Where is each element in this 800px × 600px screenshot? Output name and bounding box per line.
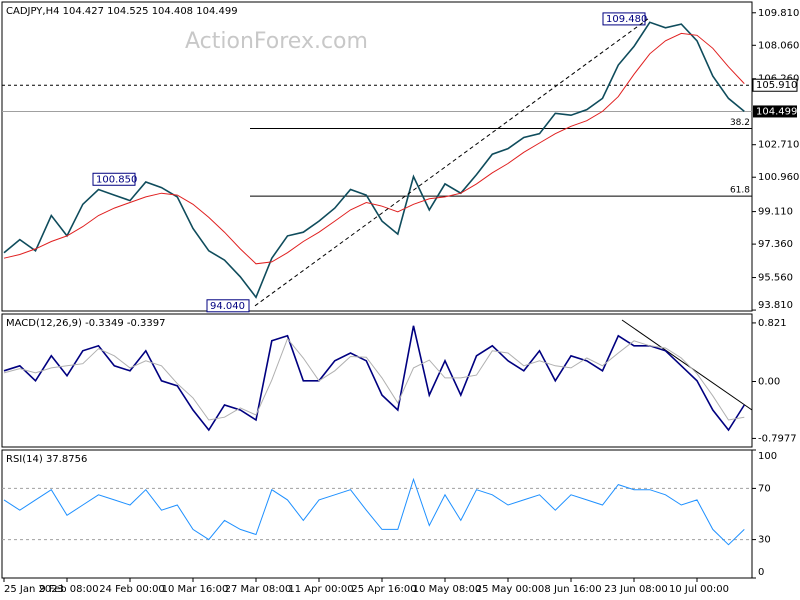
x-tick-label: 10 Jul 00:00 bbox=[669, 584, 729, 595]
series-line bbox=[3, 32, 745, 265]
pane-title: RSI(14) 37.8756 bbox=[6, 454, 87, 465]
macd-pane bbox=[1, 313, 753, 448]
x-tick-label: 27 Mar 08:00 bbox=[225, 584, 292, 595]
pane-title: CADJPY,H4 104.427 104.525 104.408 104.49… bbox=[6, 6, 238, 17]
annotation-box bbox=[92, 172, 136, 186]
x-tick-label: 24 Feb 00:00 bbox=[99, 584, 165, 595]
fib-label: 38.2 bbox=[730, 118, 750, 128]
annotation-label: 94.040 bbox=[210, 301, 245, 312]
rsi-pane bbox=[1, 449, 753, 579]
series-line bbox=[3, 337, 745, 421]
annotation-box bbox=[602, 12, 646, 26]
series-line bbox=[3, 477, 745, 546]
y-tick-label: 95.560 bbox=[758, 273, 793, 284]
y-tick-label: 0.821 bbox=[758, 318, 787, 329]
y-tick-label: 0 bbox=[758, 567, 764, 578]
macd-trendline bbox=[621, 319, 753, 411]
current-price-box bbox=[753, 105, 797, 118]
price-pane bbox=[1, 1, 753, 312]
level-box bbox=[752, 78, 798, 92]
y-tick-label: 0.00 bbox=[758, 376, 780, 387]
y-tick-label: 30 bbox=[758, 535, 771, 546]
y-tick-label: 97.360 bbox=[758, 239, 793, 250]
x-tick-label: 10 Mar 16:00 bbox=[162, 584, 229, 595]
x-tick-label: 25 May 00:00 bbox=[476, 584, 545, 595]
y-tick-label: 109.810 bbox=[758, 8, 799, 19]
x-tick-label: 11 Apr 00:00 bbox=[288, 584, 353, 595]
y-tick-label: 100 bbox=[758, 451, 777, 462]
level-label: 105.910 bbox=[756, 80, 797, 91]
y-tick-label: 100.960 bbox=[758, 172, 799, 183]
x-tick-label: 8 Jun 16:00 bbox=[544, 584, 601, 595]
y-tick-label: 93.810 bbox=[758, 300, 793, 311]
x-tick-label: 25 Jan 2023 bbox=[4, 584, 64, 595]
watermark: ActionForex.com bbox=[185, 29, 368, 54]
y-tick-label: 108.060 bbox=[758, 40, 799, 51]
series-line bbox=[3, 21, 745, 299]
y-tick-label: 70 bbox=[758, 483, 771, 494]
series-line bbox=[3, 325, 745, 432]
y-tick-label: 102.710 bbox=[758, 140, 799, 151]
x-tick-label: 25 Apr 16:00 bbox=[351, 584, 416, 595]
pane-title: MACD(12,26,9) -0.3349 -0.3397 bbox=[6, 318, 166, 329]
annotation-label: 109.480 bbox=[606, 14, 647, 25]
annotation-box bbox=[206, 299, 250, 313]
annotation-label: 100.850 bbox=[96, 174, 137, 185]
y-tick-label: -0.7977 bbox=[758, 433, 797, 444]
fib-label: 61.8 bbox=[730, 186, 750, 196]
y-tick-label: 99.110 bbox=[758, 207, 793, 218]
x-tick-label: 9 Feb 08:00 bbox=[39, 584, 98, 595]
x-tick-label: 10 May 08:00 bbox=[413, 584, 482, 595]
current-price-label: 104.499 bbox=[756, 106, 797, 117]
plot-layer: CADJPY,H4 104.427 104.525 104.408 104.49… bbox=[2, 6, 799, 595]
x-tick-label: 23 Jun 08:00 bbox=[604, 584, 668, 595]
